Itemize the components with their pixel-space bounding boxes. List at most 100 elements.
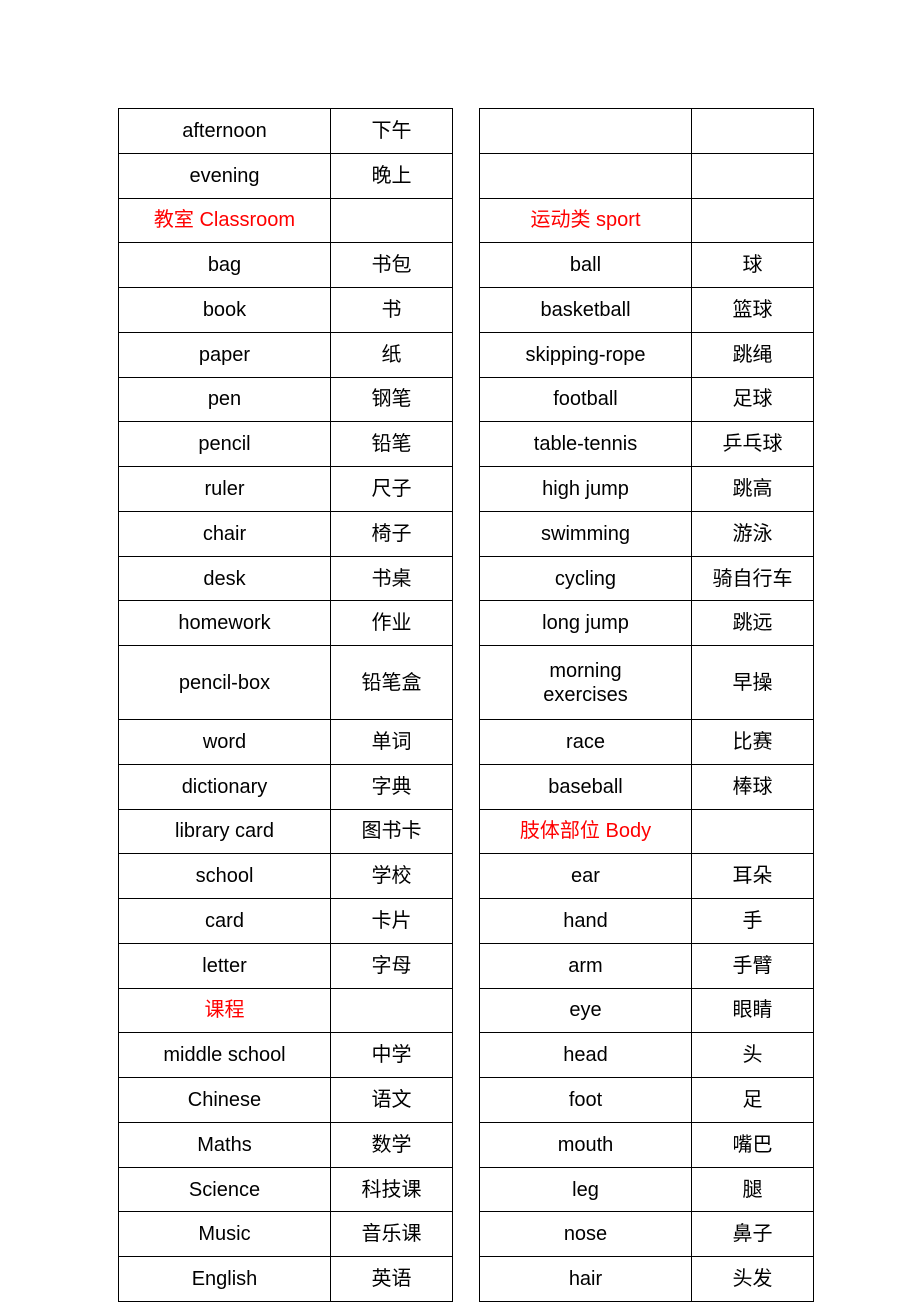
chinese-cell: 书 <box>331 288 453 333</box>
table-row: ball球 <box>480 243 814 288</box>
english-cell: head <box>480 1033 692 1078</box>
heading-en: Classroom <box>199 209 295 231</box>
category-heading: 教室 Classroom <box>119 198 331 243</box>
table-row: hand手 <box>480 899 814 944</box>
table-row: English英语 <box>119 1257 453 1302</box>
table-row: Science科技课 <box>119 1167 453 1212</box>
chinese-cell: 书包 <box>331 243 453 288</box>
table-row: hair头发 <box>480 1257 814 1302</box>
english-cell: afternoon <box>119 109 331 154</box>
chinese-cell: 耳朵 <box>692 854 814 899</box>
english-cell: ball <box>480 243 692 288</box>
table-row: mouth嘴巴 <box>480 1122 814 1167</box>
table-row: 肢体部位 Body <box>480 809 814 854</box>
english-cell: eye <box>480 988 692 1033</box>
table-row: card卡片 <box>119 899 453 944</box>
english-cell: library card <box>119 809 331 854</box>
chinese-cell: 球 <box>692 243 814 288</box>
table-row: basketball篮球 <box>480 288 814 333</box>
table-row: pen钢笔 <box>119 377 453 422</box>
english-cell: nose <box>480 1212 692 1257</box>
chinese-cell: 中学 <box>331 1033 453 1078</box>
heading-en: sport <box>596 209 640 231</box>
table-row: book书 <box>119 288 453 333</box>
heading-zh: 课程 <box>205 999 245 1021</box>
chinese-cell: 椅子 <box>331 511 453 556</box>
table-row: desk书桌 <box>119 556 453 601</box>
english-cell: evening <box>119 153 331 198</box>
chinese-cell: 晚上 <box>331 153 453 198</box>
chinese-cell: 跳远 <box>692 601 814 646</box>
chinese-cell: 卡片 <box>331 899 453 944</box>
empty-cell <box>692 809 814 854</box>
chinese-cell: 作业 <box>331 601 453 646</box>
english-cell: high jump <box>480 467 692 512</box>
left-table: afternoon下午evening晚上教室 Classroombag书包boo… <box>118 108 453 1302</box>
chinese-cell: 手 <box>692 899 814 944</box>
table-row <box>480 153 814 198</box>
table-row: pencil-box铅笔盒 <box>119 646 453 720</box>
chinese-cell: 头 <box>692 1033 814 1078</box>
table-row: arm手臂 <box>480 943 814 988</box>
english-cell: middle school <box>119 1033 331 1078</box>
empty-cell <box>331 988 453 1033</box>
chinese-cell: 手臂 <box>692 943 814 988</box>
english-cell: card <box>119 899 331 944</box>
table-row: homework作业 <box>119 601 453 646</box>
chinese-cell: 比赛 <box>692 719 814 764</box>
table-row: nose鼻子 <box>480 1212 814 1257</box>
table-row: long jump跳远 <box>480 601 814 646</box>
table-row: race比赛 <box>480 719 814 764</box>
english-cell: Maths <box>119 1122 331 1167</box>
english-cell: Science <box>119 1167 331 1212</box>
category-heading: 课程 <box>119 988 331 1033</box>
empty-cell <box>331 198 453 243</box>
table-row: middle school中学 <box>119 1033 453 1078</box>
english-cell: English <box>119 1257 331 1302</box>
table-row: high jump跳高 <box>480 467 814 512</box>
english-cell: pen <box>119 377 331 422</box>
table-row: evening晚上 <box>119 153 453 198</box>
english-cell: Music <box>119 1212 331 1257</box>
english-cell: word <box>119 719 331 764</box>
table-row: ruler尺子 <box>119 467 453 512</box>
english-cell: cycling <box>480 556 692 601</box>
chinese-cell: 嘴巴 <box>692 1122 814 1167</box>
table-row: table-tennis乒乓球 <box>480 422 814 467</box>
chinese-cell: 尺子 <box>331 467 453 512</box>
english-cell: pencil-box <box>119 646 331 720</box>
table-row: foot足 <box>480 1078 814 1123</box>
table-row: word单词 <box>119 719 453 764</box>
table-row: paper纸 <box>119 332 453 377</box>
chinese-cell: 纸 <box>331 332 453 377</box>
english-cell: football <box>480 377 692 422</box>
table-row: Chinese语文 <box>119 1078 453 1123</box>
chinese-cell: 下午 <box>331 109 453 154</box>
english-cell: ruler <box>119 467 331 512</box>
chinese-cell: 字典 <box>331 764 453 809</box>
table-row: football足球 <box>480 377 814 422</box>
chinese-cell: 铅笔 <box>331 422 453 467</box>
table-row: cycling骑自行车 <box>480 556 814 601</box>
chinese-cell: 跳高 <box>692 467 814 512</box>
chinese-cell: 乒乓球 <box>692 422 814 467</box>
english-cell: hair <box>480 1257 692 1302</box>
chinese-cell: 跳绳 <box>692 332 814 377</box>
english-cell: desk <box>119 556 331 601</box>
chinese-cell: 语文 <box>331 1078 453 1123</box>
chinese-cell: 棒球 <box>692 764 814 809</box>
heading-zh: 教室 <box>154 209 194 231</box>
english-cell: foot <box>480 1078 692 1123</box>
english-cell: pencil <box>119 422 331 467</box>
chinese-cell: 鼻子 <box>692 1212 814 1257</box>
table-row: skipping-rope跳绳 <box>480 332 814 377</box>
table-row: letter字母 <box>119 943 453 988</box>
chinese-cell: 数学 <box>331 1122 453 1167</box>
english-cell: Chinese <box>119 1078 331 1123</box>
page: afternoon下午evening晚上教室 Classroombag书包boo… <box>0 0 920 1302</box>
table-row: dictionary字典 <box>119 764 453 809</box>
chinese-cell: 游泳 <box>692 511 814 556</box>
chinese-cell <box>692 153 814 198</box>
english-cell: hand <box>480 899 692 944</box>
chinese-cell: 头发 <box>692 1257 814 1302</box>
